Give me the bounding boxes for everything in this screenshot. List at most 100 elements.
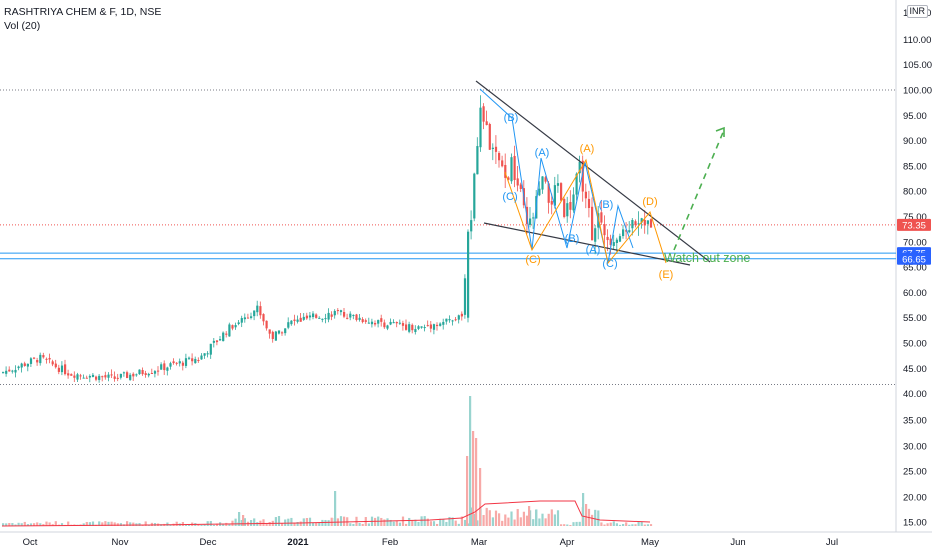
volume-bar: [54, 521, 57, 526]
volume-bar: [622, 524, 625, 526]
candle: [262, 314, 265, 322]
candle: [591, 206, 594, 241]
candle: [349, 313, 352, 318]
volume-bar: [420, 516, 423, 526]
volume-tick-label: 25.00: [903, 467, 927, 478]
candle: [432, 324, 436, 330]
candle: [197, 359, 200, 361]
candle: [101, 376, 104, 378]
candle: [126, 372, 129, 379]
candle: [442, 321, 445, 325]
volume-bar: [126, 521, 129, 526]
candle: [544, 177, 547, 182]
volume-bar: [110, 521, 113, 526]
candle: [330, 314, 333, 317]
volume-bar: [457, 523, 460, 526]
candle: [560, 183, 563, 201]
volume-bar: [575, 521, 578, 526]
volume-bar: [392, 521, 395, 526]
volume-bar: [343, 516, 346, 526]
candle: [129, 374, 132, 380]
candle: [327, 312, 330, 320]
candle: [318, 317, 321, 319]
volume-bar: [265, 523, 268, 526]
candle: [467, 231, 470, 318]
candle: [417, 326, 420, 329]
volume-bar: [116, 523, 119, 526]
volume-bar: [51, 524, 54, 526]
volume-bar: [299, 521, 302, 526]
volume-bars: [2, 396, 653, 526]
candle: [491, 147, 494, 149]
volume-bar: [169, 524, 172, 526]
volume-bar: [175, 521, 178, 526]
candle: [398, 322, 401, 324]
volume-bar: [26, 524, 29, 526]
volume-bar: [60, 523, 64, 526]
volume-bar: [646, 524, 649, 526]
volume-bar: [23, 521, 26, 526]
volume-bar: [436, 523, 439, 526]
candle: [181, 362, 184, 366]
time-tick-label: Mar: [471, 537, 487, 548]
volume-bar: [544, 518, 547, 526]
candle: [194, 358, 197, 364]
volume-bar: [296, 522, 299, 526]
candle: [448, 319, 451, 321]
projection-arrow-head: [715, 126, 725, 137]
candle: [343, 311, 346, 317]
candle: [405, 324, 408, 330]
candle: [237, 322, 240, 325]
candle: [234, 325, 237, 328]
candle: [436, 324, 439, 327]
candle: [277, 330, 281, 334]
candle: [423, 327, 426, 329]
symbol-title: RASHTRIYA CHEM & F, 1D, NSE: [4, 6, 162, 18]
volume-bar: [318, 522, 321, 526]
price-tick-label: 85.00: [903, 161, 927, 172]
price-tick-label: 75.00: [903, 212, 927, 223]
volume-bar: [308, 517, 312, 526]
volume-bar: [374, 517, 377, 526]
volume-bar: [91, 521, 95, 526]
candle: [39, 354, 42, 364]
upper-trendline: [475, 80, 711, 263]
price-tag-label: 66.65: [902, 254, 926, 265]
volume-bar: [547, 513, 550, 526]
volume-bar: [305, 517, 308, 526]
wave-label: (B): [565, 233, 580, 245]
volume-bar: [240, 520, 243, 526]
volume-bar: [600, 522, 603, 526]
volume-bar: [615, 523, 618, 526]
time-tick-label: May: [641, 537, 659, 548]
volume-bar: [473, 513, 476, 526]
candle: [67, 373, 70, 376]
currency-badge[interactable]: INR: [906, 5, 928, 18]
volume-bar: [389, 519, 392, 526]
volume-bar: [352, 523, 355, 526]
candle: [510, 157, 513, 182]
volume-bar: [138, 523, 141, 526]
candle: [287, 322, 290, 328]
volume-bar: [411, 520, 414, 526]
candle: [188, 357, 191, 359]
candle: [113, 376, 116, 379]
price-tag: 73.35: [897, 218, 931, 231]
volume-bar: [287, 518, 290, 526]
candle: [141, 370, 144, 375]
volume-bar: [315, 522, 318, 526]
volume-bar: [538, 518, 541, 526]
price-tick-label: 90.00: [903, 136, 927, 147]
price-tag-bg: [897, 252, 931, 265]
candle: [293, 319, 296, 321]
wave-label: (A): [535, 147, 550, 159]
volume-bar: [625, 522, 628, 526]
volume-bar: [643, 524, 646, 526]
volume-bar: [327, 520, 330, 526]
volume-tick-label: 35.00: [903, 416, 927, 427]
candle: [8, 369, 11, 372]
candle: [358, 317, 361, 320]
volume-bar: [358, 523, 361, 526]
volume-bar: [606, 523, 609, 526]
